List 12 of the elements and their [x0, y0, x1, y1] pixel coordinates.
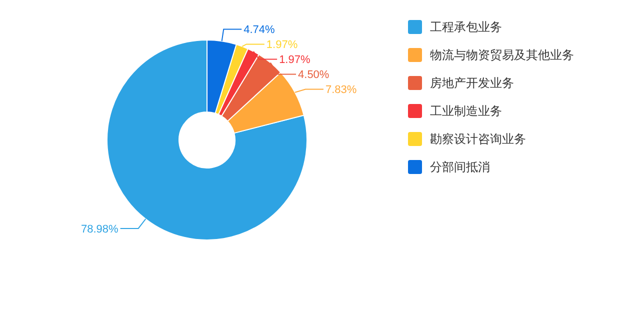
- legend-label: 勘察设计咨询业务: [430, 132, 526, 146]
- data-label: 4.74%: [244, 24, 276, 36]
- data-label: 78.98%: [81, 223, 119, 236]
- legend-label: 房地产开发业务: [430, 76, 514, 90]
- data-label: 4.50%: [298, 69, 330, 82]
- data-label: 1.97%: [279, 54, 310, 66]
- legend-label: 工业制造业务: [430, 104, 502, 118]
- legend-label: 分部间抵消: [430, 160, 490, 174]
- data-label: 1.97%: [266, 39, 298, 52]
- legend-label: 工程承包业务: [430, 20, 502, 34]
- data-label: 7.83%: [325, 84, 357, 96]
- legend-label: 物流与物资贸易及其他业务: [430, 48, 574, 62]
